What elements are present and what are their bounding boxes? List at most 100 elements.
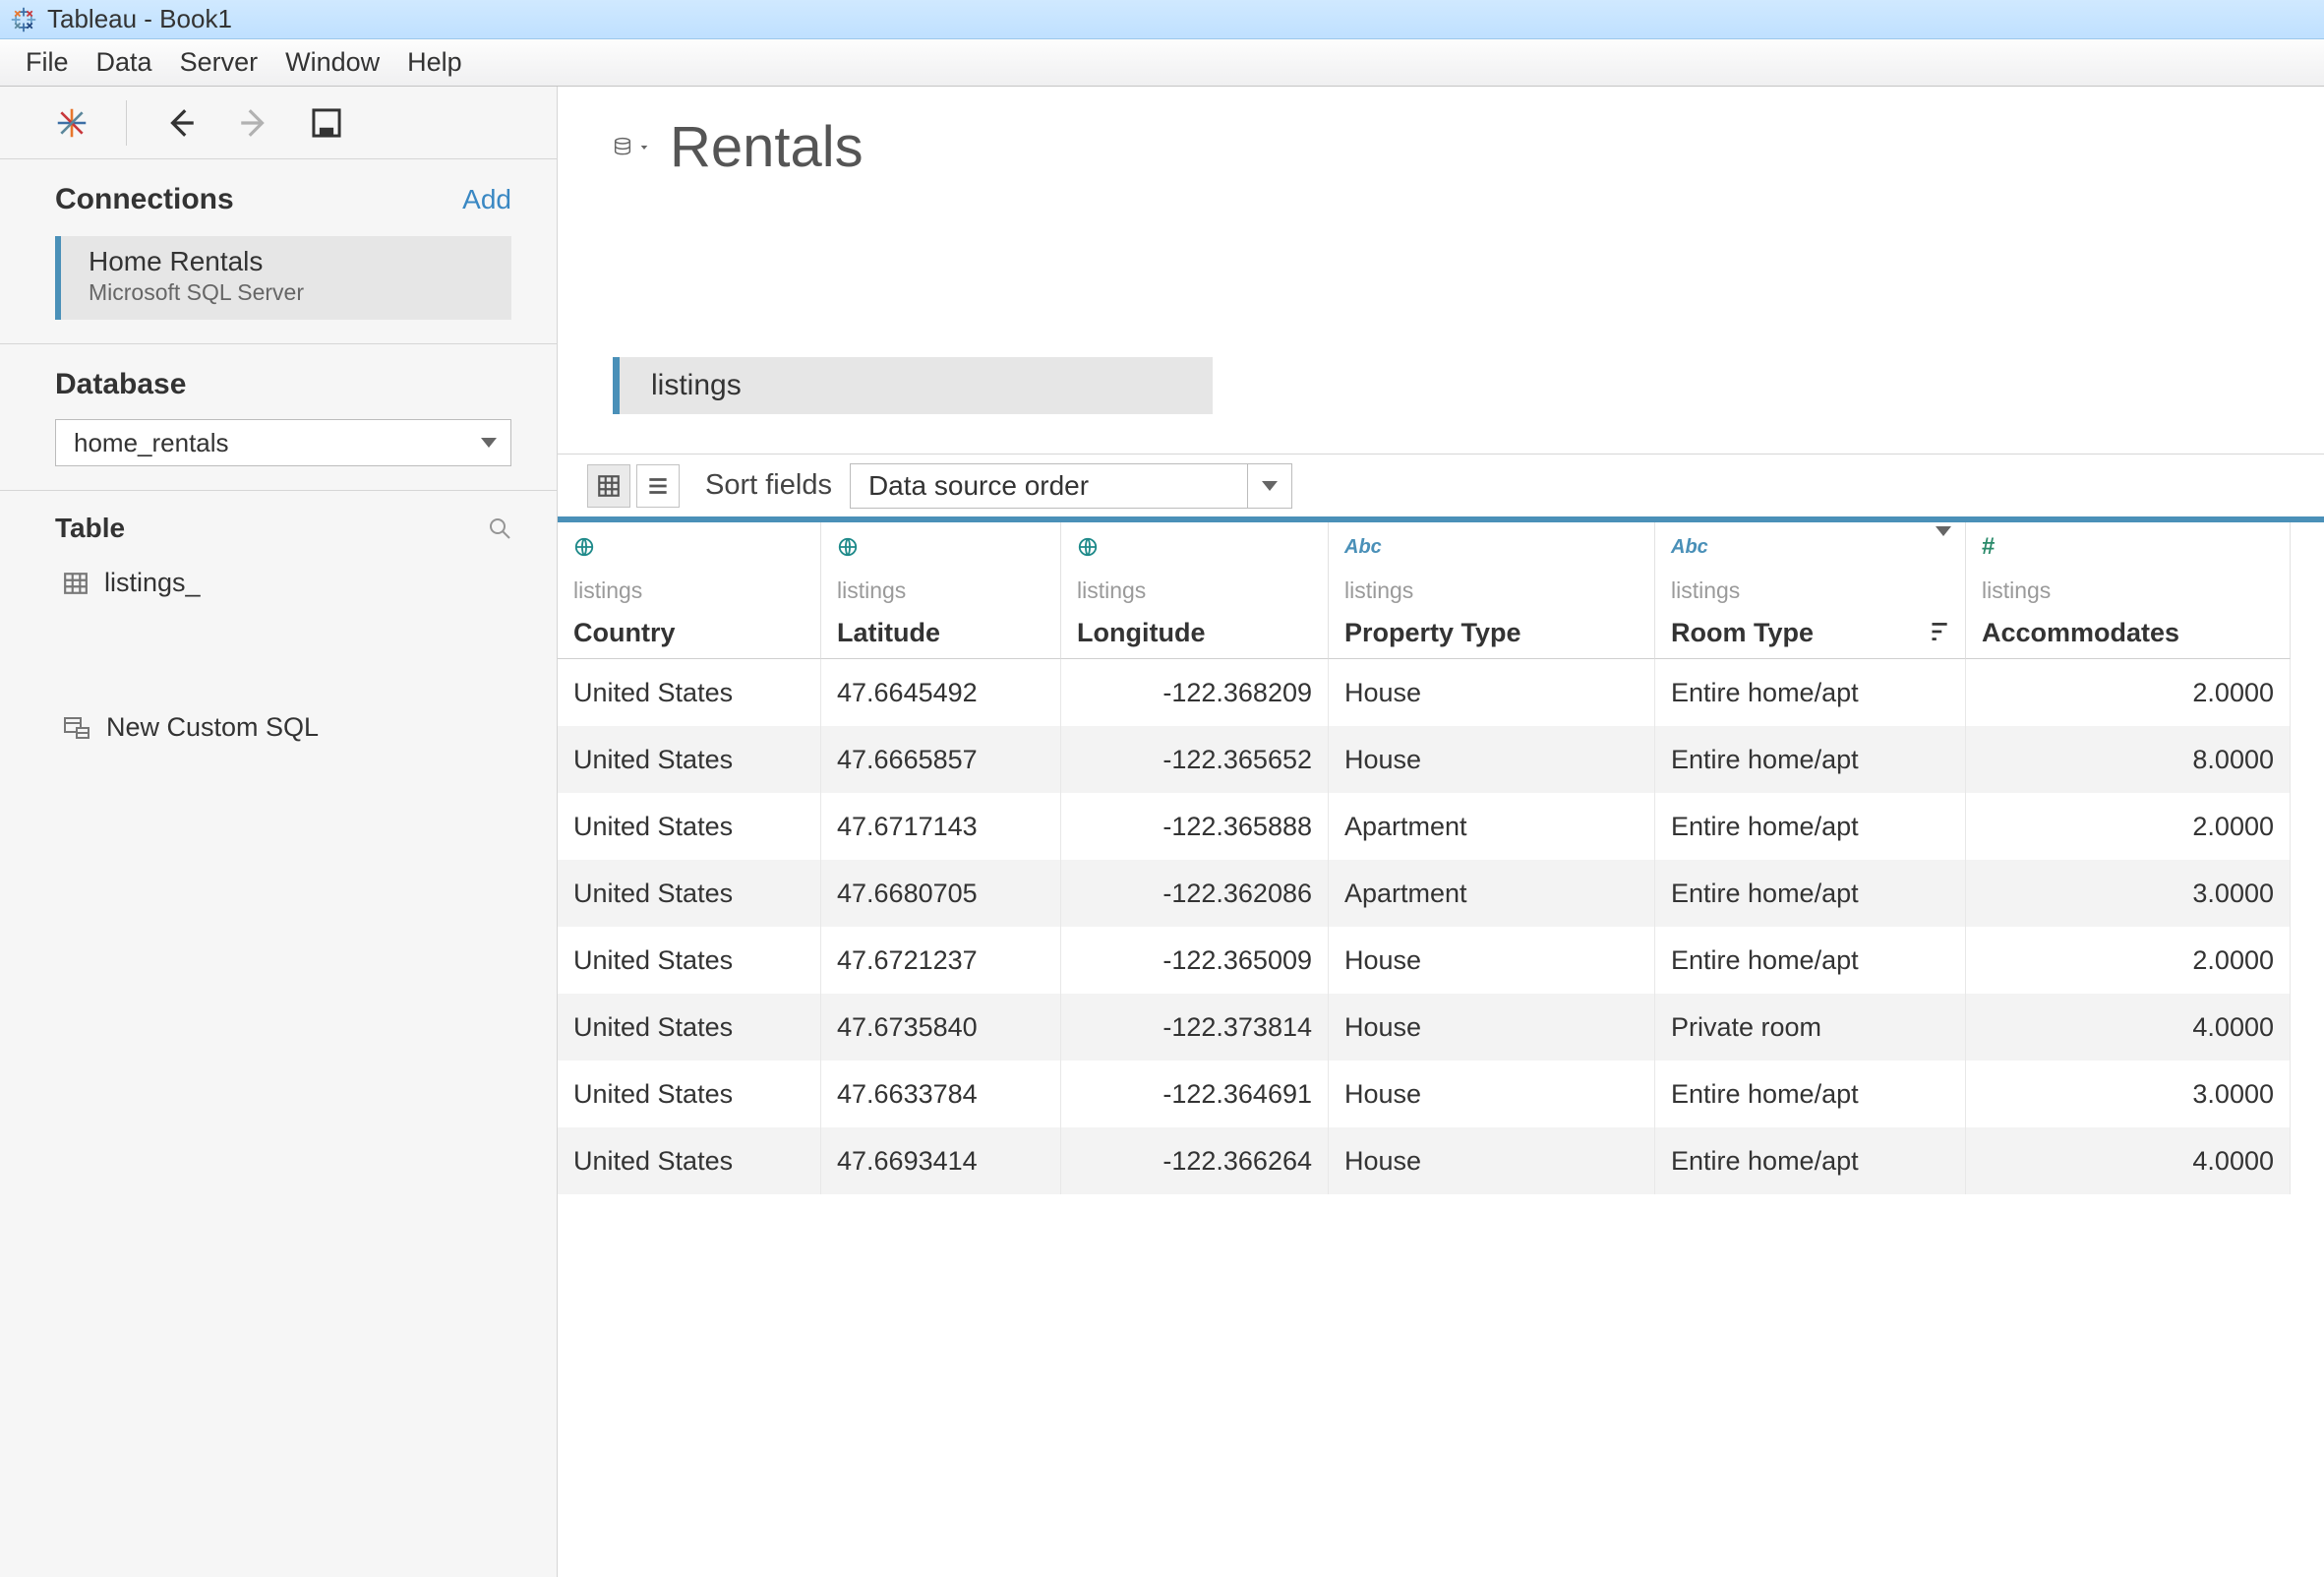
database-value: home_rentals	[74, 428, 229, 458]
column-source: listings	[573, 577, 804, 604]
new-custom-sql[interactable]: New Custom SQL	[0, 604, 557, 743]
window-title-bar: Tableau - Book1	[0, 0, 2324, 39]
cell: 47.6645492	[821, 659, 1061, 726]
cell: United States	[558, 994, 821, 1061]
cell: 4.0000	[1966, 994, 2291, 1061]
column-header[interactable]: listings Latitude	[821, 522, 1061, 659]
cell: 2.0000	[1966, 659, 2291, 726]
menu-server[interactable]: Server	[180, 47, 259, 78]
table-row[interactable]: United States47.6717143-122.365888Apartm…	[558, 793, 2324, 860]
column-name: Property Type	[1344, 618, 1639, 648]
cell: -122.362086	[1061, 860, 1329, 927]
sort-fields-select[interactable]: Data source order	[850, 463, 1292, 509]
cell: 4.0000	[1966, 1127, 2291, 1194]
cell: -122.365652	[1061, 726, 1329, 793]
database-select[interactable]: home_rentals	[55, 419, 511, 466]
type-icon: Abc	[1344, 536, 1639, 558]
type-icon: Abc	[1671, 536, 1949, 558]
menu-window[interactable]: Window	[285, 47, 380, 78]
cell: -122.373814	[1061, 994, 1329, 1061]
datasource-icon[interactable]	[613, 130, 648, 165]
cell: House	[1329, 994, 1655, 1061]
column-name: Latitude	[837, 618, 1044, 648]
cell: 47.6717143	[821, 793, 1061, 860]
view-grid-button[interactable]	[587, 464, 630, 508]
cell: House	[1329, 659, 1655, 726]
chevron-down-icon	[481, 438, 497, 448]
new-custom-sql-label: New Custom SQL	[106, 712, 319, 743]
divider	[126, 100, 127, 146]
cell: 3.0000	[1966, 860, 2291, 927]
column-header[interactable]: listingsCountry	[558, 522, 821, 659]
connection-type: Microsoft SQL Server	[89, 279, 490, 306]
cell: Entire home/apt	[1655, 793, 1966, 860]
content-area: Rentals listings Sort fields Data source…	[558, 87, 2324, 1577]
cell: House	[1329, 726, 1655, 793]
menu-file[interactable]: File	[26, 47, 69, 78]
column-header[interactable]: #listingsAccommodates	[1966, 522, 2291, 659]
table-name: listings_	[104, 568, 201, 598]
table-row[interactable]: United States47.6665857-122.365652HouseE…	[558, 726, 2324, 793]
chevron-down-icon	[1262, 481, 1278, 491]
menu-data[interactable]: Data	[96, 47, 152, 78]
left-sidebar: Connections Add Home Rentals Microsoft S…	[0, 87, 558, 1577]
cell: Entire home/apt	[1655, 1127, 1966, 1194]
connection-name: Home Rentals	[89, 246, 490, 277]
type-icon	[837, 536, 1044, 558]
table-row[interactable]: United States47.6735840-122.373814HouseP…	[558, 994, 2324, 1061]
column-source: listings	[1344, 577, 1639, 604]
table-row[interactable]: United States47.6721237-122.365009HouseE…	[558, 927, 2324, 994]
grid-toolbar: Sort fields Data source order	[558, 454, 2324, 516]
table-row[interactable]: United States47.6693414-122.366264HouseE…	[558, 1127, 2324, 1194]
nav-toolbar	[0, 87, 557, 159]
nav-back-button[interactable]	[162, 104, 200, 142]
cell: 47.6735840	[821, 994, 1061, 1061]
search-icon[interactable]	[488, 516, 511, 540]
cell: 47.6633784	[821, 1061, 1061, 1127]
connections-heading: Connections	[55, 183, 234, 216]
table-item[interactable]: listings_	[55, 562, 511, 604]
cell: United States	[558, 927, 821, 994]
connection-item[interactable]: Home Rentals Microsoft SQL Server	[55, 236, 511, 320]
add-connection-link[interactable]: Add	[462, 184, 511, 215]
cell: Entire home/apt	[1655, 860, 1966, 927]
cell: Apartment	[1329, 860, 1655, 927]
tableau-logo-icon	[10, 6, 37, 33]
type-icon: #	[1982, 536, 2274, 558]
column-header[interactable]: Abc listings Room Type	[1655, 522, 1966, 659]
tableau-small-icon	[53, 104, 90, 142]
cell: United States	[558, 659, 821, 726]
nav-forward-button[interactable]	[235, 104, 272, 142]
cell: Private room	[1655, 994, 1966, 1061]
view-list-button[interactable]	[636, 464, 680, 508]
join-table-pill[interactable]: listings	[613, 357, 1213, 414]
save-button[interactable]	[308, 104, 345, 142]
cell: 3.0000	[1966, 1061, 2291, 1127]
column-source: listings	[1077, 577, 1312, 604]
table-row[interactable]: United States47.6680705-122.362086Apartm…	[558, 860, 2324, 927]
join-canvas[interactable]: listings	[558, 180, 2324, 454]
column-name: Accommodates	[1982, 618, 2274, 648]
column-name: Room Type	[1671, 618, 1949, 648]
cell: Entire home/apt	[1655, 927, 1966, 994]
column-menu-icon[interactable]	[1936, 536, 1951, 564]
cell: -122.364691	[1061, 1061, 1329, 1127]
table-row[interactable]: United States47.6645492-122.368209HouseE…	[558, 659, 2324, 726]
sort-fields-value: Data source order	[868, 470, 1089, 502]
menu-help[interactable]: Help	[407, 47, 462, 78]
cell: 47.6665857	[821, 726, 1061, 793]
datasource-title[interactable]: Rentals	[670, 114, 864, 180]
cell: United States	[558, 1127, 821, 1194]
cell: 2.0000	[1966, 927, 2291, 994]
column-source: listings	[837, 577, 1044, 604]
column-header[interactable]: listingsLongitude	[1061, 522, 1329, 659]
cell: United States	[558, 1061, 821, 1127]
type-icon	[1077, 536, 1312, 558]
join-table-label: listings	[651, 369, 742, 402]
column-header[interactable]: Abc listings Property Type	[1329, 522, 1655, 659]
cell: Apartment	[1329, 793, 1655, 860]
table-row[interactable]: United States47.6633784-122.364691HouseE…	[558, 1061, 2324, 1127]
cell: Entire home/apt	[1655, 659, 1966, 726]
sort-icon	[1926, 619, 1951, 644]
column-source: listings	[1671, 577, 1949, 604]
